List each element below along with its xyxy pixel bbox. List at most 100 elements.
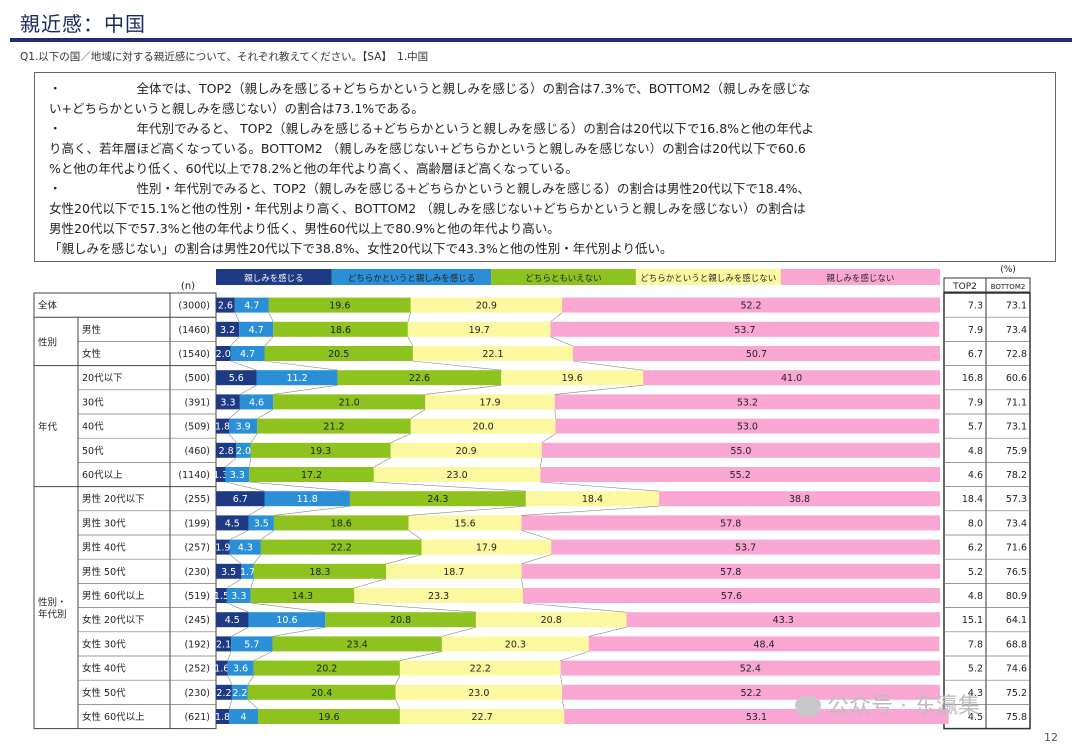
bar-segment: [626, 612, 940, 628]
bar-segment: [550, 321, 940, 337]
legend-swatch: [216, 269, 332, 285]
bar-value-label: 3.9: [236, 422, 251, 433]
segment-connector: [386, 554, 422, 565]
group-label: 年代: [38, 421, 58, 433]
segment-connector: [225, 481, 265, 492]
top2-value: 4.6: [968, 470, 983, 481]
bar-segment: [354, 588, 523, 603]
bar-value-label: 48.4: [753, 639, 774, 650]
row-n: (500): [184, 373, 210, 384]
row-label: 男性 40代: [82, 542, 126, 554]
bar-value-label: 3.6: [233, 664, 248, 675]
bar-value-label: 24.3: [427, 494, 448, 505]
bar-segment: [216, 321, 240, 337]
wechat-icon: [795, 696, 821, 716]
bottom2-value: 73.1: [1006, 301, 1027, 312]
segment-connector: [250, 602, 326, 613]
bar-segment: [239, 321, 274, 337]
question-text: Q1.以下の国／地域に対する親近感について、それぞれ教えてください。【SA】 1…: [20, 51, 429, 63]
bar-segment: [399, 660, 561, 676]
top2-value: 7.8: [968, 639, 983, 650]
bar-segment: [216, 467, 226, 482]
bar-segment: [229, 418, 258, 434]
bar-value-label: 50.7: [746, 349, 767, 360]
n-header: (n): [181, 281, 195, 292]
bar-value-label: 43.3: [773, 615, 794, 626]
bar-segment: [659, 491, 940, 507]
row-n: (1540): [178, 349, 210, 360]
bar-value-label: 22.1: [482, 349, 503, 360]
bar-value-label: 19.3: [310, 446, 331, 457]
segment-connector: [407, 336, 414, 347]
row-label: 男性 50代: [82, 566, 126, 578]
bar-segment: [253, 660, 400, 676]
segment-connector: [273, 384, 338, 395]
bar-value-label: 1.9: [215, 543, 230, 554]
segment-connector: [247, 699, 259, 710]
bar-segment: [226, 588, 251, 603]
segment-connector: [390, 433, 411, 444]
top2-value: 7.9: [968, 325, 983, 336]
bar-value-label: 20.9: [456, 446, 477, 457]
bar-value-label: 20.8: [541, 615, 562, 626]
bar-value-label: 2.1: [216, 639, 231, 650]
bottom2-value: 73.4: [1006, 518, 1027, 529]
segment-connector: [540, 457, 543, 468]
segment-connector: [250, 433, 258, 443]
bar-value-label: 1.5: [214, 591, 229, 602]
top2-value: 6.7: [968, 349, 983, 360]
segment-connector: [272, 626, 326, 637]
segment-connector: [395, 699, 401, 710]
row-label: 40代: [82, 422, 104, 433]
watermark: 公众号 · 东瀛集: [795, 688, 980, 720]
bar-value-label: 4.3: [238, 543, 253, 554]
row-label: 50代: [82, 446, 104, 457]
bar-segment: [257, 709, 400, 724]
summary-line: い+どちらかというと親しみを感じない）の割合は73.1%である。: [49, 101, 425, 116]
summary-line: ・ 全体では、TOP2（親しみを感じる+どちらかというと親しみを感じる）の割合は…: [49, 81, 811, 96]
bar-segment: [248, 612, 326, 628]
top2-value: 7.9: [968, 397, 983, 408]
bar-value-label: 17.9: [476, 543, 497, 554]
top2-header-box: [943, 277, 987, 293]
bottom2-value: 78.2: [1006, 470, 1027, 481]
bar-segment: [216, 539, 230, 555]
bottom2-value: 75.8: [1006, 712, 1027, 723]
bar-segment: [216, 346, 231, 361]
segment-connector: [399, 651, 442, 661]
top2-value: 7.3: [968, 301, 983, 312]
bar-value-label: 18.7: [443, 567, 464, 578]
bar-segment: [216, 491, 265, 507]
row-n: (245): [184, 615, 210, 626]
segment-connector: [550, 336, 574, 347]
segment-connector: [229, 554, 242, 565]
legend-swatch: [491, 269, 636, 285]
legend-swatch: [635, 269, 781, 285]
bar-value-label: 4.5: [225, 615, 240, 626]
bar-value-label: 17.2: [301, 470, 322, 481]
bar-segment: [216, 612, 249, 628]
bar-segment: [216, 563, 242, 579]
bar-segment: [231, 636, 273, 652]
bar-segment: [216, 370, 257, 386]
segment-connector: [522, 602, 627, 613]
row-n: (3000): [178, 301, 210, 312]
segment-connector: [228, 409, 241, 419]
bar-segment: [249, 467, 374, 482]
top2-value: 8.0: [968, 518, 983, 529]
bar-value-label: 4: [240, 712, 246, 723]
bar-value-label: 52.2: [740, 688, 761, 699]
bar-value-label: 2.0: [236, 446, 251, 457]
summary-line: 男性20代以下で57.3%と他の年代より低く、男性60代以上で80.9%と他の年…: [49, 221, 560, 236]
bar-value-label: 20.3: [505, 639, 526, 650]
bar-segment: [408, 515, 522, 531]
bar-value-label: 3.5: [254, 518, 269, 529]
row-label: 60代以上: [82, 470, 123, 481]
segment-connector: [250, 578, 254, 589]
row-label: 男性: [82, 324, 102, 336]
bar-value-label: 52.2: [740, 301, 761, 312]
legend-swatch: [331, 269, 492, 285]
bar-value-label: 3.3: [230, 470, 245, 481]
bar-segment: [540, 467, 940, 482]
unit-label: (%): [1000, 265, 1016, 275]
